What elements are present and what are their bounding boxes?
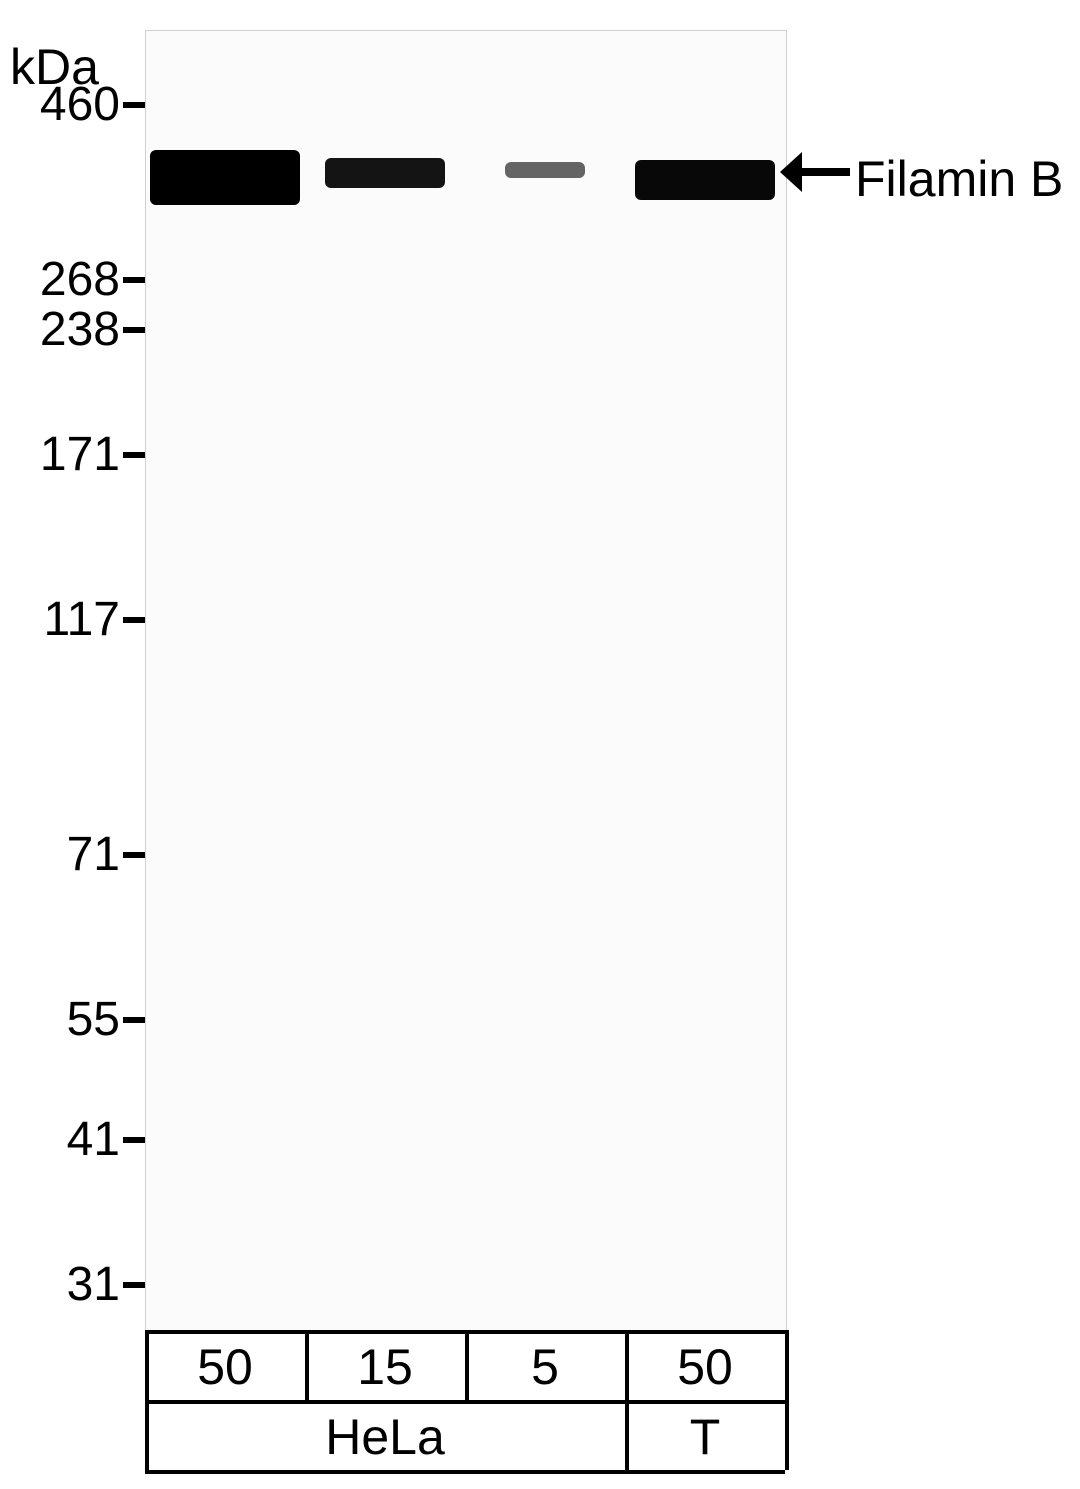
mw-label-117: 117 bbox=[0, 592, 120, 647]
band-lane1 bbox=[150, 150, 300, 205]
mw-label-41: 41 bbox=[0, 1112, 120, 1167]
lane-grid-hline-2 bbox=[145, 1470, 785, 1474]
band-lane3 bbox=[505, 162, 585, 178]
lane-grid-hline-1 bbox=[145, 1400, 785, 1404]
mw-tick-238 bbox=[123, 327, 145, 333]
mw-tick-268 bbox=[123, 277, 145, 283]
mw-label-31: 31 bbox=[0, 1257, 120, 1312]
mw-tick-31 bbox=[123, 1282, 145, 1288]
blot-membrane bbox=[145, 30, 787, 1332]
mw-tick-171 bbox=[123, 452, 145, 458]
lane-grid-vline-bot-4 bbox=[785, 1400, 789, 1470]
target-protein-label: Filamin B bbox=[855, 150, 1063, 208]
lane-load-1: 50 bbox=[145, 1338, 305, 1396]
band-lane4 bbox=[635, 160, 775, 200]
mw-tick-117 bbox=[123, 617, 145, 623]
mw-tick-460 bbox=[123, 102, 145, 108]
lane-load-3: 5 bbox=[465, 1338, 625, 1396]
lane-grid-vline-top-4 bbox=[785, 1330, 789, 1400]
band-lane2 bbox=[325, 158, 445, 188]
mw-label-55: 55 bbox=[0, 992, 120, 1047]
mw-tick-71 bbox=[123, 852, 145, 858]
mw-label-71: 71 bbox=[0, 827, 120, 882]
mw-tick-55 bbox=[123, 1017, 145, 1023]
sample-label-hela: HeLa bbox=[145, 1408, 625, 1466]
mw-tick-41 bbox=[123, 1137, 145, 1143]
mw-label-171: 171 bbox=[0, 427, 120, 482]
mw-label-238: 238 bbox=[0, 302, 120, 357]
mw-label-460: 460 bbox=[0, 77, 120, 132]
target-arrow-head-icon bbox=[780, 152, 802, 192]
sample-label-t: T bbox=[625, 1408, 785, 1466]
lane-load-2: 15 bbox=[305, 1338, 465, 1396]
target-arrow-line bbox=[795, 168, 850, 176]
lane-load-4: 50 bbox=[625, 1338, 785, 1396]
mw-label-268: 268 bbox=[0, 252, 120, 307]
